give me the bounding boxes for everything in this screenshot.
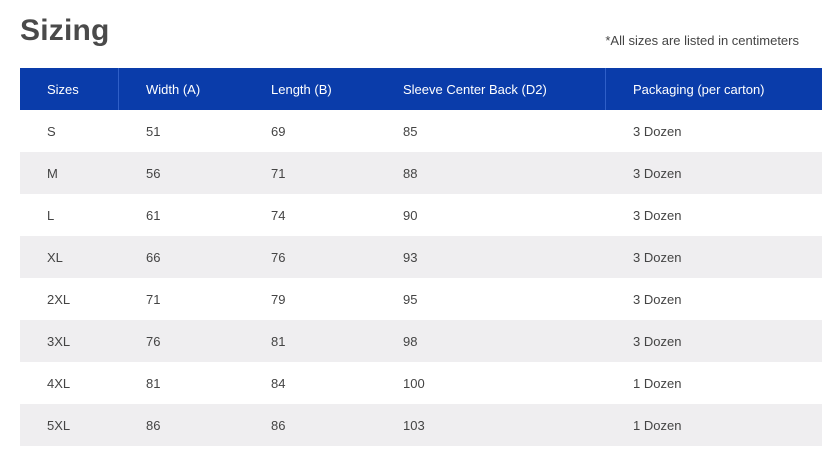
sizing-table: Sizes Width (A) Length (B) Sleeve Center… <box>20 68 822 446</box>
table-header: Sizes Width (A) Length (B) Sleeve Center… <box>20 68 822 110</box>
table-row: 4XL 81 84 100 1 Dozen <box>20 362 822 404</box>
cell-packaging: 3 Dozen <box>633 165 682 181</box>
cell-width: 61 <box>146 207 161 223</box>
header-width: Width (A) <box>146 81 201 97</box>
cell-size: L <box>47 207 55 223</box>
cell-packaging: 3 Dozen <box>633 291 682 307</box>
cell-length: 69 <box>271 123 286 139</box>
cell-sleeve: 88 <box>403 165 418 181</box>
cell-width: 86 <box>146 417 161 433</box>
cell-size: M <box>47 165 58 181</box>
cell-size: 4XL <box>47 375 71 391</box>
cell-sleeve: 98 <box>403 333 418 349</box>
cell-sleeve: 95 <box>403 291 418 307</box>
cell-length: 71 <box>271 165 286 181</box>
cell-sleeve: 90 <box>403 207 418 223</box>
units-note: *All sizes are listed in centimeters <box>605 33 799 48</box>
table-row: 3XL 76 81 98 3 Dozen <box>20 320 822 362</box>
cell-size: S <box>47 123 56 139</box>
table-row: L 61 74 90 3 Dozen <box>20 194 822 236</box>
table-row: 5XL 86 86 103 1 Dozen <box>20 404 822 446</box>
table-row: M 56 71 88 3 Dozen <box>20 152 822 194</box>
cell-sleeve: 93 <box>403 249 418 265</box>
cell-length: 81 <box>271 333 286 349</box>
header-sleeve: Sleeve Center Back (D2) <box>376 68 606 110</box>
cell-sleeve: 103 <box>403 417 425 433</box>
cell-size: 5XL <box>47 417 71 433</box>
cell-size: 3XL <box>47 333 71 349</box>
cell-size: XL <box>47 249 63 265</box>
cell-packaging: 3 Dozen <box>633 333 682 349</box>
cell-width: 76 <box>146 333 161 349</box>
cell-width: 56 <box>146 165 161 181</box>
table-row: 2XL 71 79 95 3 Dozen <box>20 278 822 320</box>
cell-length: 76 <box>271 249 286 265</box>
cell-sleeve: 100 <box>403 375 425 391</box>
table-row: S 51 69 85 3 Dozen <box>20 110 822 152</box>
cell-packaging: 1 Dozen <box>633 417 682 433</box>
header-length: Length (B) <box>271 81 332 97</box>
page-title: Sizing <box>20 14 110 47</box>
cell-length: 86 <box>271 417 286 433</box>
cell-packaging: 1 Dozen <box>633 375 682 391</box>
cell-packaging: 3 Dozen <box>633 123 682 139</box>
cell-packaging: 3 Dozen <box>633 249 682 265</box>
header-sizes: Sizes <box>20 68 119 110</box>
cell-width: 71 <box>146 291 161 307</box>
cell-width: 81 <box>146 375 161 391</box>
cell-length: 79 <box>271 291 286 307</box>
cell-size: 2XL <box>47 291 71 307</box>
table-row: XL 66 76 93 3 Dozen <box>20 236 822 278</box>
header-packaging: Packaging (per carton) <box>633 81 765 97</box>
cell-sleeve: 85 <box>403 123 418 139</box>
cell-length: 74 <box>271 207 286 223</box>
cell-length: 84 <box>271 375 286 391</box>
cell-packaging: 3 Dozen <box>633 207 682 223</box>
cell-width: 66 <box>146 249 161 265</box>
cell-width: 51 <box>146 123 161 139</box>
